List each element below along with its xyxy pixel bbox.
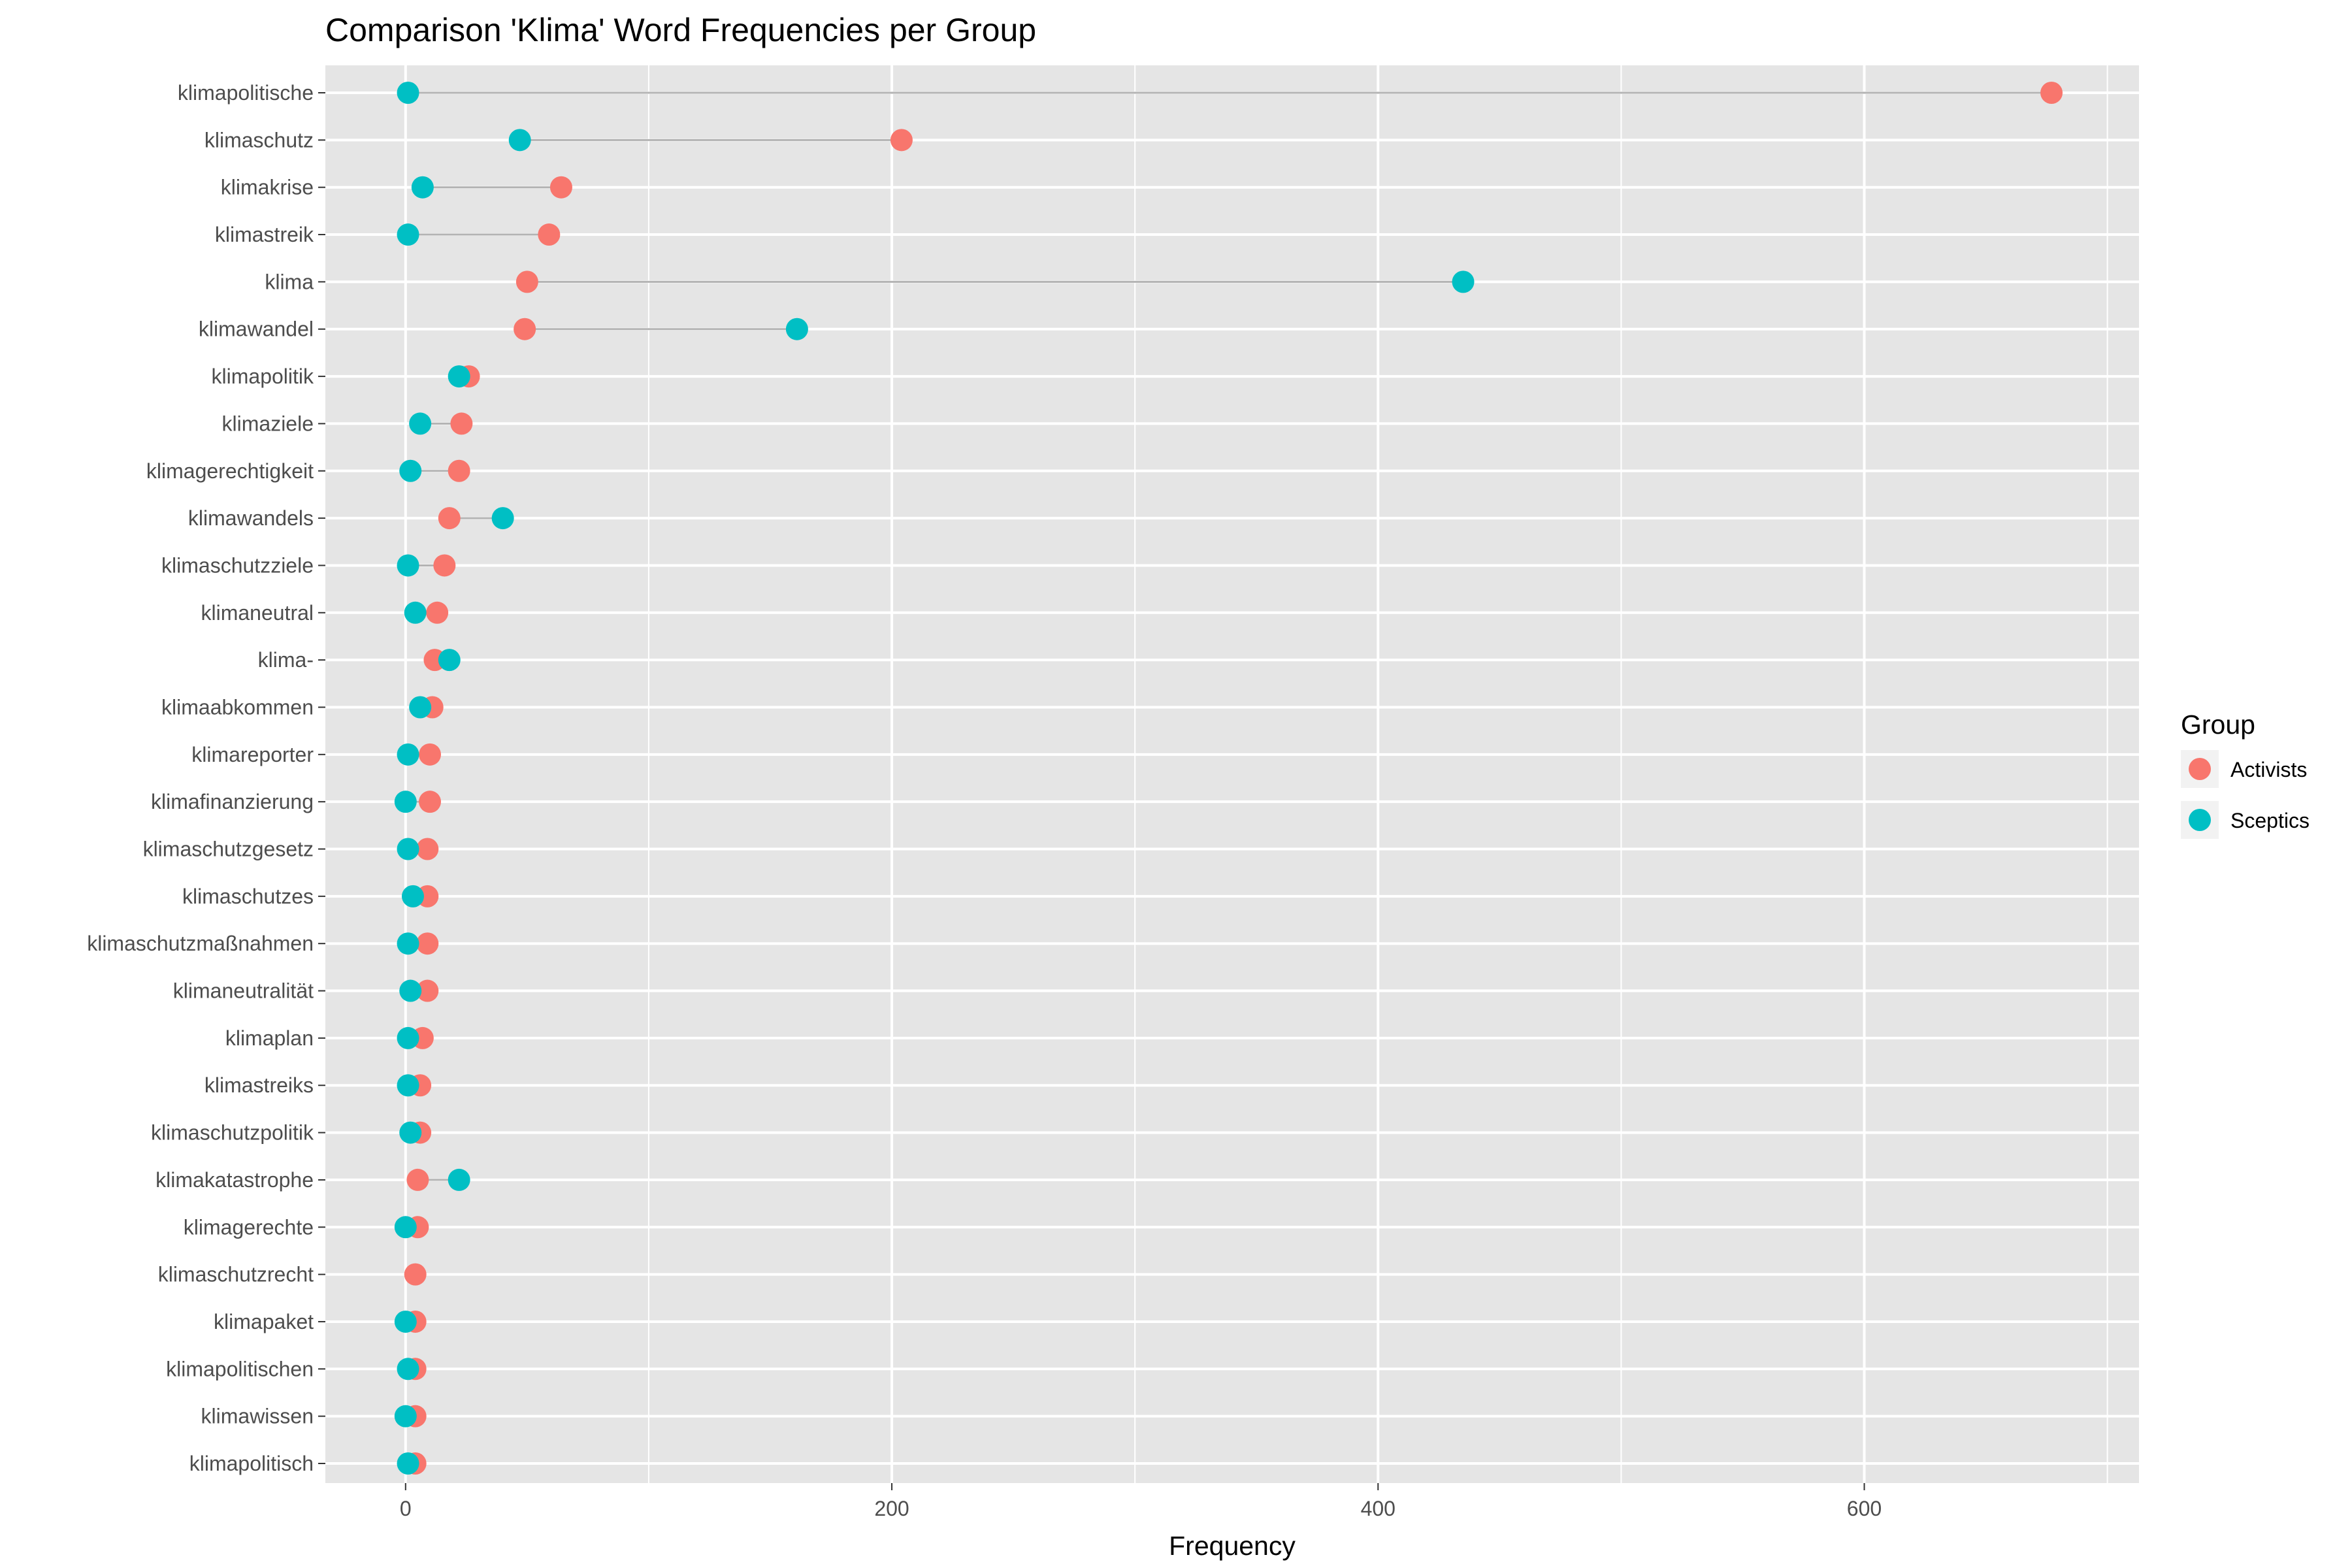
y-tick-label: klimapaket bbox=[214, 1310, 314, 1333]
sceptics-point bbox=[785, 318, 808, 340]
y-tick-label: klimaschutzziele bbox=[161, 553, 314, 577]
y-tick-label: klimastreiks bbox=[204, 1073, 314, 1097]
sceptics-point bbox=[394, 1216, 417, 1239]
x-tick-label: 600 bbox=[1847, 1497, 1882, 1520]
sceptics-point bbox=[404, 601, 427, 624]
sceptics-point bbox=[438, 649, 461, 672]
sceptics-point bbox=[448, 365, 470, 388]
sceptics-point bbox=[448, 1168, 470, 1191]
legend-label-sceptics: Sceptics bbox=[2230, 809, 2310, 832]
activists-point bbox=[416, 979, 439, 1002]
x-axis-title: Frequency bbox=[1169, 1531, 1296, 1561]
sceptics-point bbox=[401, 885, 424, 907]
y-tick-label: klimapolitischen bbox=[166, 1357, 314, 1380]
activists-point bbox=[450, 412, 473, 435]
sceptics-point bbox=[394, 791, 417, 813]
y-tick-label: klimawandel bbox=[199, 318, 314, 341]
y-tick-label: klimastreik bbox=[215, 223, 314, 246]
sceptics-point bbox=[394, 1310, 417, 1333]
legend-title: Group bbox=[2181, 710, 2255, 740]
sceptics-point bbox=[397, 1452, 419, 1475]
activists-point bbox=[514, 318, 536, 340]
chart-title: Comparison 'Klima' Word Frequencies per … bbox=[325, 12, 1036, 48]
y-tick-label: klimaneutral bbox=[201, 601, 314, 625]
legend-key-sceptics-dot bbox=[2189, 809, 2211, 831]
y-tick-label: klimaabkommen bbox=[161, 695, 314, 719]
sceptics-point bbox=[491, 507, 514, 530]
sceptics-point bbox=[397, 223, 419, 246]
x-axis: 0 200 400 600 bbox=[400, 1483, 1882, 1520]
y-tick-label: klimaschutzrecht bbox=[158, 1263, 314, 1286]
sceptics-point bbox=[397, 743, 419, 766]
y-tick-label: klimawandels bbox=[188, 506, 314, 530]
y-tick-label: klimaschutz bbox=[204, 128, 314, 152]
y-tick-label: klimapolitische bbox=[178, 81, 314, 105]
sceptics-point bbox=[411, 176, 434, 199]
sceptics-point bbox=[397, 932, 419, 955]
sceptics-point bbox=[397, 838, 419, 860]
y-tick-label: klimafinanzierung bbox=[151, 790, 314, 813]
y-tick-label: klimagerechte bbox=[184, 1215, 314, 1239]
x-tick-label: 400 bbox=[1361, 1497, 1396, 1520]
y-tick-label: klimawissen bbox=[201, 1405, 314, 1428]
sceptics-point bbox=[397, 1074, 419, 1097]
activists-point bbox=[2040, 82, 2063, 104]
y-axis: klimapolitische klimaschutz klimakrise klim… bbox=[87, 81, 325, 1475]
activists-point bbox=[538, 223, 561, 246]
sceptics-point bbox=[1452, 270, 1475, 293]
y-tick-label: klimaziele bbox=[222, 412, 314, 435]
sceptics-point bbox=[397, 82, 419, 104]
x-tick-label: 0 bbox=[400, 1497, 412, 1520]
y-tick-label: klimagerechtigkeit bbox=[146, 459, 314, 483]
sceptics-point bbox=[409, 412, 432, 435]
data-points bbox=[394, 82, 2063, 1475]
sceptics-point bbox=[397, 1026, 419, 1049]
sceptics-point bbox=[399, 1121, 422, 1144]
sceptics-point bbox=[397, 554, 419, 577]
activists-point bbox=[419, 791, 442, 813]
y-tick-label: klimaschutzmaßnahmen bbox=[87, 932, 314, 955]
y-tick-label: klimapolitisch bbox=[189, 1452, 314, 1475]
y-tick-label: klimaplan bbox=[225, 1026, 314, 1050]
y-tick-label: klimareporter bbox=[191, 743, 314, 766]
y-tick-label: klimaneutralität bbox=[173, 979, 314, 1003]
y-tick-label: klima- bbox=[258, 648, 314, 672]
activists-point bbox=[419, 743, 442, 766]
y-tick-label: klimapolitik bbox=[212, 365, 314, 388]
y-tick-label: klimaschutzgesetz bbox=[143, 838, 314, 861]
y-tick-label: klimakrise bbox=[221, 176, 314, 199]
activists-point bbox=[438, 507, 461, 530]
activists-point bbox=[426, 601, 449, 624]
activists-point bbox=[890, 129, 913, 152]
activists-point bbox=[448, 459, 470, 482]
plot-panel bbox=[325, 65, 2139, 1483]
plot-panel-background bbox=[325, 65, 2139, 1483]
x-tick-label: 200 bbox=[874, 1497, 909, 1520]
activists-point bbox=[515, 270, 538, 293]
legend: Group Activists Sceptics bbox=[2181, 710, 2310, 839]
sceptics-point bbox=[508, 129, 531, 152]
y-tick-label: klima bbox=[265, 270, 314, 293]
activists-point bbox=[416, 838, 439, 860]
sceptics-point bbox=[399, 979, 422, 1002]
y-tick-label: klimakatastrophe bbox=[155, 1168, 314, 1192]
sceptics-point bbox=[399, 459, 422, 482]
sceptics-point bbox=[409, 696, 432, 719]
y-tick-label: klimaschutzpolitik bbox=[151, 1121, 314, 1145]
activists-point bbox=[549, 176, 572, 199]
y-tick-label: klimaschutzes bbox=[182, 885, 314, 908]
activists-point bbox=[404, 1263, 427, 1286]
activists-point bbox=[406, 1168, 429, 1191]
sceptics-point bbox=[397, 1358, 419, 1380]
activists-point bbox=[433, 554, 456, 577]
legend-label-activists: Activists bbox=[2230, 758, 2307, 781]
legend-key-activists-dot bbox=[2189, 758, 2211, 780]
sceptics-point bbox=[394, 1405, 417, 1428]
activists-point bbox=[416, 932, 439, 955]
